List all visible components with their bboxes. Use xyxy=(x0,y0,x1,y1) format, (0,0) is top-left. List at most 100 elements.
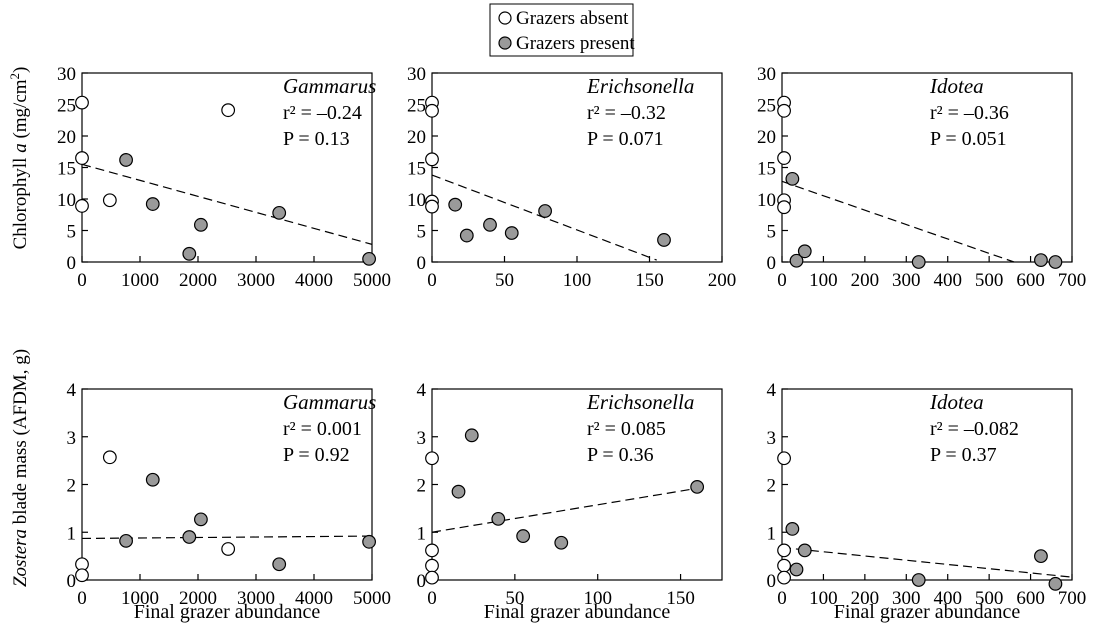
point-grazers-present xyxy=(464,428,479,443)
x-tick-label: 2000 xyxy=(179,588,217,609)
y-tick-label: 5 xyxy=(417,222,427,243)
point-grazers-absent xyxy=(777,200,791,215)
y-tick-label: 10 xyxy=(57,190,76,211)
x-tick-label: 4000 xyxy=(295,588,333,609)
point-grazers-absent xyxy=(425,152,439,167)
panel-r2: r² = –0.082 xyxy=(930,418,1019,440)
x-tick-label: 1000 xyxy=(121,588,159,609)
x-tick-label: 2000 xyxy=(179,270,217,291)
panel-p: P = 0.051 xyxy=(930,128,1007,150)
point-grazers-present xyxy=(538,204,552,218)
y-tick-label: 20 xyxy=(757,127,776,148)
panel-title: Gammarus xyxy=(283,74,376,98)
point-grazers-present xyxy=(789,253,804,268)
y-tick-label: 5 xyxy=(767,222,777,243)
y-tick-label: 15 xyxy=(757,159,776,180)
x-tick-label: 500 xyxy=(975,270,1004,291)
panel-title: Idotea xyxy=(929,390,984,414)
point-grazers-absent xyxy=(425,103,439,118)
y-tick-label: 2 xyxy=(417,476,427,497)
x-axis-label: Final grazer abundance xyxy=(484,601,671,623)
panel-title: Idotea xyxy=(929,74,984,98)
point-grazers-absent xyxy=(425,199,439,214)
y-tick-label: 30 xyxy=(407,64,426,85)
y-tick-label: 15 xyxy=(57,159,76,180)
y-tick-label: 3 xyxy=(767,428,777,449)
legend-label-absent: Grazers absent xyxy=(516,8,629,29)
y-tick-label: 0 xyxy=(767,253,777,274)
point-grazers-present xyxy=(1034,253,1048,268)
panel-r2: r² = 0.001 xyxy=(283,418,362,440)
x-tick-label: 0 xyxy=(77,588,87,609)
point-grazers-absent xyxy=(777,558,791,573)
chart-panel-6: 0 1 2 3 4 0 100 200 300 400 500 600 700 Idotea r² = –0… xyxy=(767,380,1087,623)
panel-title: Gammarus xyxy=(283,390,376,414)
plot-frame xyxy=(431,388,723,581)
point-grazers-absent xyxy=(425,558,439,573)
x-tick-label: 500 xyxy=(975,588,1004,609)
point-grazers-present xyxy=(193,512,208,527)
chart-panel-4: 0 1 2 3 4 0 1000 2000 3000 4000 5000 Gammarus r² = 0… xyxy=(67,380,392,623)
y-tick-label: 2 xyxy=(67,476,77,497)
x-tick-label: 3000 xyxy=(237,588,275,609)
panel-r2: r² = 0.085 xyxy=(587,418,666,440)
x-tick-label: 150 xyxy=(635,270,664,291)
x-tick-label: 400 xyxy=(933,270,962,291)
chart-panel-1: 0 5 10 15 20 25 30 0 1000 2000 3000 4000 5000 Gammaru… xyxy=(57,64,391,291)
point-grazers-present xyxy=(182,246,197,261)
y-tick-label: 20 xyxy=(407,127,426,148)
row-ylabel-chlorophyll: Chlorophyll a (mg/cm2) xyxy=(7,67,31,250)
point-grazers-present xyxy=(1048,576,1063,591)
chart-panel-5: 0 1 2 3 4 0 50 100 150 Erichsonella r² = 0.085 P = … xyxy=(417,380,723,623)
trend-line xyxy=(431,487,698,533)
x-tick-label: 700 xyxy=(1058,588,1087,609)
panel-p: P = 0.92 xyxy=(283,444,350,466)
panel-p: P = 0.13 xyxy=(283,128,350,150)
y-tick-label: 10 xyxy=(757,190,776,211)
point-grazers-absent xyxy=(777,543,791,558)
row-ylabel-zostera: Zostera blade mass (AFDM, g) xyxy=(10,349,31,587)
x-tick-label: 300 xyxy=(892,588,921,609)
point-grazers-present xyxy=(1048,255,1063,269)
plot-frame xyxy=(781,388,1073,581)
point-grazers-present xyxy=(690,479,705,494)
trend-line xyxy=(781,180,1015,263)
x-tick-label: 600 xyxy=(1016,588,1045,609)
y-tick-label: 1 xyxy=(67,523,77,544)
y-tick-label: 15 xyxy=(407,159,426,180)
point-grazers-present xyxy=(362,534,377,549)
panel-p: P = 0.071 xyxy=(587,128,664,150)
point-grazers-absent xyxy=(777,570,791,585)
panel-p: P = 0.36 xyxy=(587,444,654,466)
y-tick-label: 4 xyxy=(67,380,77,401)
x-tick-label: 0 xyxy=(777,588,787,609)
x-tick-label: 200 xyxy=(851,270,880,291)
point-grazers-present xyxy=(785,522,800,536)
point-grazers-absent xyxy=(75,151,89,165)
point-grazers-present xyxy=(1034,549,1048,564)
legend-label-present: Grazers present xyxy=(516,33,635,54)
x-tick-label: 0 xyxy=(427,270,437,291)
y-tick-label: 20 xyxy=(57,127,76,148)
point-grazers-absent xyxy=(75,568,89,583)
x-axis-label: Final grazer abundance xyxy=(134,601,321,623)
y-tick-label: 0 xyxy=(767,571,777,592)
point-grazers-present xyxy=(785,171,800,186)
point-grazers-absent xyxy=(425,451,439,466)
x-tick-label: 150 xyxy=(666,588,695,609)
point-grazers-absent xyxy=(102,193,117,208)
point-grazers-present xyxy=(272,205,287,220)
x-tick-label: 100 xyxy=(583,588,612,609)
point-grazers-present xyxy=(119,533,133,548)
point-grazers-present xyxy=(119,153,133,167)
x-tick-label: 700 xyxy=(1058,270,1087,291)
point-grazers-absent xyxy=(221,103,236,118)
trend-line xyxy=(781,546,1073,578)
point-grazers-absent xyxy=(425,570,439,585)
point-grazers-present xyxy=(272,557,287,572)
point-grazers-present xyxy=(911,573,926,587)
point-grazers-present xyxy=(797,244,812,259)
point-grazers-present xyxy=(491,511,506,526)
y-tick-label: 25 xyxy=(757,96,776,117)
